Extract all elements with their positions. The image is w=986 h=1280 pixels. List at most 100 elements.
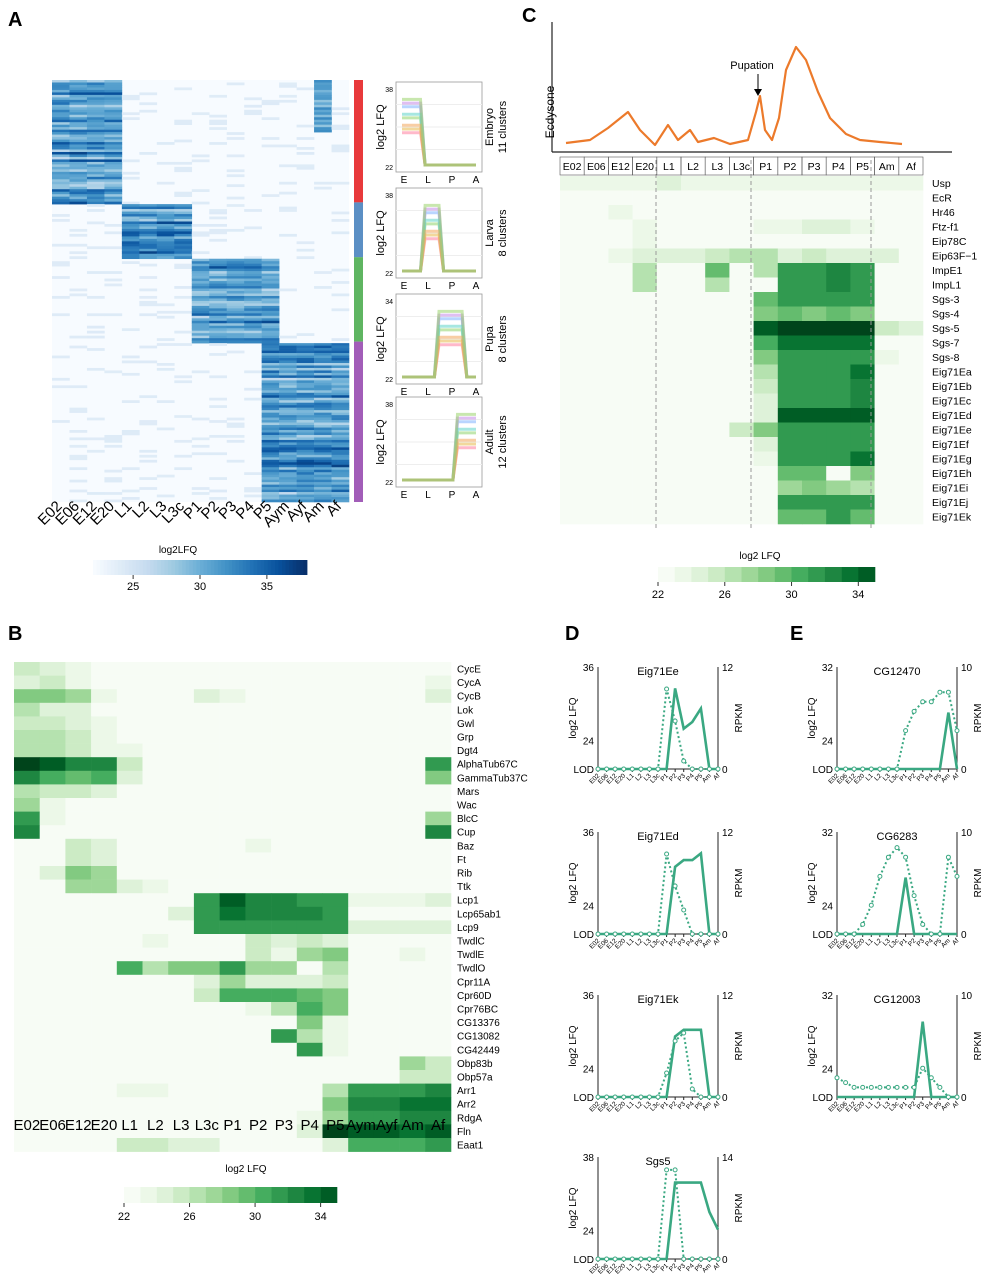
heatmap-b-cell bbox=[373, 838, 400, 853]
heatmap-c-cell bbox=[777, 364, 803, 380]
plot-ymin: LOD bbox=[573, 765, 594, 776]
heatmap-a-cell bbox=[52, 151, 70, 155]
heatmap-a-cell bbox=[261, 417, 280, 421]
heatmap-a-cell bbox=[191, 266, 210, 269]
heatmap-a-cell bbox=[174, 161, 193, 165]
heatmap-a-cell bbox=[314, 427, 332, 431]
heatmap-a-cell bbox=[86, 196, 105, 200]
heatmap-c-cell bbox=[608, 306, 633, 322]
colorbar-a-segment bbox=[217, 560, 222, 575]
heatmap-b-cell bbox=[193, 920, 220, 935]
heatmap-c-cell bbox=[632, 364, 658, 380]
plot-xtick-label: E20 bbox=[614, 772, 627, 785]
heatmap-b-cell bbox=[39, 689, 66, 704]
rpkm-point bbox=[877, 873, 883, 879]
heatmap-c-cell bbox=[753, 248, 779, 264]
cluster-plot-xtick: A bbox=[473, 281, 480, 292]
heatmap-c-cell bbox=[850, 422, 875, 438]
heatmap-a-cell bbox=[244, 293, 262, 297]
plot-xtick-label: P5 bbox=[694, 1262, 705, 1273]
heatmap-a-cell bbox=[279, 144, 297, 148]
heatmap-a-cell bbox=[191, 154, 210, 158]
heatmap-b-cell bbox=[91, 1056, 118, 1071]
heatmap-b-cell bbox=[322, 1124, 349, 1139]
heatmap-a-cell bbox=[69, 189, 88, 192]
heatmap-a-cell bbox=[174, 415, 193, 418]
cluster-bar-adult bbox=[354, 341, 363, 502]
rpkm-point bbox=[664, 686, 670, 692]
heatmap-b-cell bbox=[14, 906, 40, 921]
heatmap-c-cell bbox=[681, 248, 706, 264]
heatmap-c-cell bbox=[584, 205, 609, 220]
heatmap-c-cell bbox=[874, 451, 900, 467]
heatmap-c-cell bbox=[681, 292, 706, 307]
heatmap-c-cell bbox=[802, 277, 827, 293]
plot-rmax: 12 bbox=[722, 828, 734, 839]
heatmap-c-cell bbox=[898, 306, 924, 322]
heatmap-a-cell bbox=[156, 253, 175, 257]
heatmap-b-cell bbox=[91, 974, 118, 989]
heatmap-a-cell bbox=[86, 109, 105, 113]
heatmap-a-cell bbox=[314, 437, 332, 441]
heatmap-a-cell bbox=[296, 164, 315, 168]
heatmap-a-cell bbox=[226, 338, 245, 341]
heatmap-b-cell bbox=[116, 974, 143, 989]
heatmap-c-cell bbox=[874, 205, 900, 220]
heatmap-a-cell bbox=[261, 412, 280, 416]
heatmap-a-cell bbox=[226, 328, 245, 332]
heatmap-a-cell bbox=[86, 122, 105, 125]
heatmap-b-cell bbox=[348, 1002, 375, 1016]
heatmap-c-cell bbox=[802, 321, 827, 336]
heatmap-a-cell bbox=[52, 112, 70, 116]
heatmap-a-cell bbox=[104, 196, 123, 200]
rpkm-point bbox=[911, 708, 917, 714]
heatmap-a-cell bbox=[331, 348, 350, 351]
heatmap-b-cell bbox=[91, 689, 118, 704]
heatmap-a-cell bbox=[156, 303, 175, 307]
heatmap-a-cell bbox=[209, 313, 228, 317]
heatmap-b-cell bbox=[193, 974, 220, 989]
heatmap-a-cell bbox=[209, 340, 228, 344]
heatmap-a-cell bbox=[261, 310, 280, 314]
heatmap-a-cell bbox=[104, 479, 123, 483]
heatmap-b-cell bbox=[399, 866, 426, 880]
heatmap-b-cell bbox=[219, 1015, 246, 1030]
cluster-plot-ymin: 22 bbox=[385, 377, 393, 384]
heatmap-a-cell bbox=[296, 425, 315, 428]
heatmap-a-cell bbox=[279, 392, 297, 396]
heatmap-b-cell bbox=[91, 893, 118, 908]
heatmap-a-cell bbox=[121, 241, 140, 245]
heatmap-b-cell bbox=[39, 784, 66, 799]
heatmap-b-row-label: TwdlO bbox=[457, 964, 486, 975]
heatmap-b-cell bbox=[39, 1042, 66, 1057]
heatmap-c-cell bbox=[753, 509, 779, 525]
plot-ylabel: log2 LFQ bbox=[807, 697, 818, 738]
heatmap-b-cell bbox=[322, 798, 349, 812]
heatmap-c-cell bbox=[705, 437, 730, 452]
heatmap-b-cell bbox=[14, 825, 40, 840]
plot-ymin: LOD bbox=[812, 1093, 833, 1104]
heatmap-a-cell bbox=[279, 422, 297, 426]
heatmap-b-cell bbox=[373, 961, 400, 976]
heatmap-a-cell bbox=[331, 372, 350, 376]
heatmap-c-cell bbox=[753, 350, 779, 365]
cluster-plot-ymax: 38 bbox=[385, 193, 393, 200]
heatmap-a-cell bbox=[279, 444, 297, 448]
heatmap-b-cell bbox=[142, 1015, 169, 1030]
heatmap-b-cell bbox=[425, 770, 452, 785]
heatmap-b-cell bbox=[425, 1056, 452, 1071]
rpkm-point bbox=[681, 1256, 687, 1262]
heatmap-c-row-label: Sgs-8 bbox=[932, 352, 960, 364]
heatmap-b-cell bbox=[425, 1070, 452, 1084]
heatmap-a-cell bbox=[209, 119, 228, 123]
heatmap-a-cell bbox=[69, 288, 88, 292]
heatmap-a-cell bbox=[174, 256, 193, 260]
heatmap-a-cell bbox=[279, 387, 297, 391]
heatmap-b-cell bbox=[116, 866, 143, 880]
colorbar-a-segment bbox=[235, 560, 240, 575]
heatmap-c-row-label: Eig71Eb bbox=[932, 381, 972, 393]
rpkm-point bbox=[604, 1094, 610, 1100]
heatmap-b-cell bbox=[142, 893, 169, 908]
heatmap-a-cell bbox=[174, 204, 193, 207]
heatmap-a-cell bbox=[191, 335, 210, 339]
